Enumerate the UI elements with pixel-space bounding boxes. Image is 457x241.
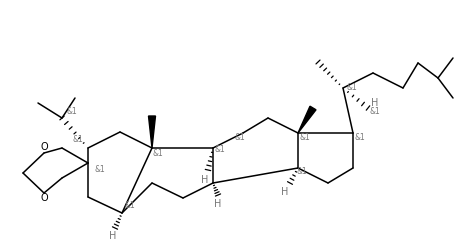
Text: &1: &1 (346, 83, 357, 93)
Text: H: H (202, 175, 209, 185)
Text: H: H (282, 187, 289, 197)
Text: &1: &1 (300, 134, 310, 142)
Text: &1: &1 (370, 107, 380, 116)
Text: &1: &1 (67, 107, 77, 116)
Text: &1: &1 (95, 166, 106, 174)
Text: &1: &1 (215, 146, 225, 154)
Polygon shape (298, 106, 316, 133)
Text: H: H (371, 98, 379, 108)
Polygon shape (149, 116, 155, 148)
Text: &1: &1 (355, 133, 366, 141)
Text: O: O (40, 142, 48, 152)
Text: &1: &1 (153, 148, 163, 158)
Text: &1: &1 (73, 135, 83, 145)
Text: O: O (40, 193, 48, 203)
Text: &1: &1 (297, 167, 308, 176)
Text: &1: &1 (125, 201, 135, 209)
Text: H: H (214, 199, 222, 209)
Text: &1: &1 (234, 134, 245, 142)
Text: H: H (109, 231, 117, 241)
